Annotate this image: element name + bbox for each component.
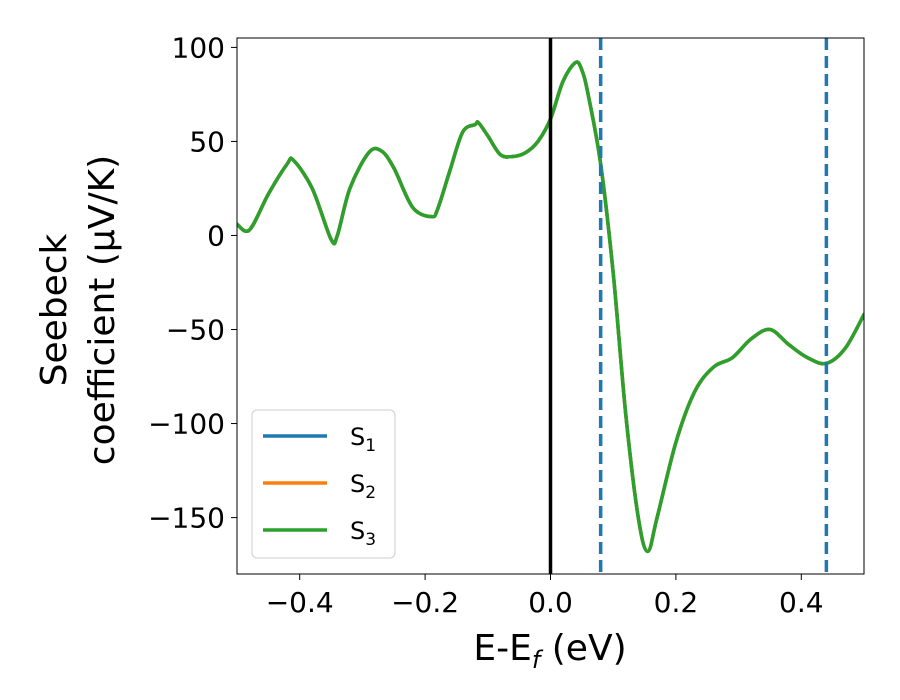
x-tick-label: 0.2	[654, 586, 699, 619]
y-tick-label: 0	[207, 219, 225, 252]
legend-label-1: S1	[350, 423, 376, 456]
plot-area	[237, 38, 864, 574]
x-tick-label: −0.2	[391, 586, 459, 619]
y-axis-label: Seebeck coefficient (μV/K)	[34, 155, 123, 465]
legend-label-2: S2	[350, 470, 376, 503]
y-axis-label-line2: coefficient (μV/K)	[82, 155, 123, 465]
x-tick-label: −0.4	[266, 586, 334, 619]
y-axis-label-line1: Seebeck	[34, 233, 75, 386]
x-axis-label: E-Ef (eV)	[473, 628, 626, 674]
y-axis: 100 50 0 −50 −100 −150	[148, 31, 237, 535]
legend-label-3: S3	[350, 517, 376, 550]
y-tick-label: −100	[148, 408, 225, 441]
x-axis: −0.4 −0.2 0.0 0.2 0.4	[266, 574, 824, 619]
series-line-3	[237, 60, 864, 554]
y-tick-label: 50	[189, 125, 225, 158]
y-tick-label: −150	[148, 502, 225, 535]
y-tick-label: 100	[172, 31, 225, 64]
x-tick-label: 0.4	[779, 586, 824, 619]
legend: S1 S2 S3	[251, 409, 396, 559]
x-tick-label: 0.0	[528, 586, 573, 619]
y-tick-label: −50	[166, 314, 225, 347]
